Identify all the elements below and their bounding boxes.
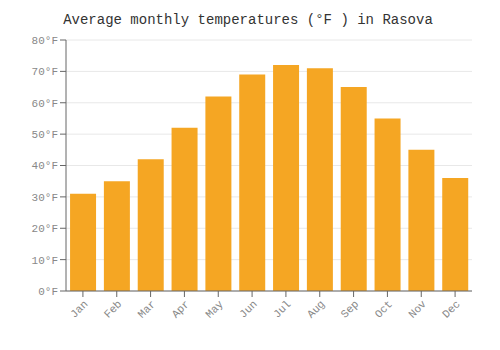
svg-text:30°F: 30°F (32, 192, 58, 204)
svg-text:Oct: Oct (373, 298, 395, 320)
svg-text:Mar: Mar (136, 298, 158, 320)
svg-text:Dec: Dec (440, 298, 462, 320)
svg-text:Feb: Feb (102, 298, 124, 320)
svg-text:Jan: Jan (68, 298, 90, 320)
svg-text:80°F: 80°F (32, 35, 58, 47)
svg-text:Apr: Apr (170, 298, 192, 320)
html-text:Average monthly temperatures (: Average monthly temperatures (°F ) in Ra… (63, 12, 433, 28)
svg-text:Sep: Sep (339, 298, 361, 320)
svg-text:70°F: 70°F (32, 66, 58, 78)
svg-text:May: May (203, 298, 226, 321)
svg-text:Jun: Jun (237, 298, 259, 320)
svg-text:60°F: 60°F (32, 98, 58, 110)
svg-text:10°F: 10°F (32, 255, 58, 267)
svg-text:Jul: Jul (271, 298, 293, 320)
svg-text:0°F: 0°F (38, 286, 58, 298)
svg-text:20°F: 20°F (32, 223, 58, 235)
svg-text:Nov: Nov (406, 298, 429, 321)
svg-text:Aug: Aug (305, 298, 327, 320)
svg-text:40°F: 40°F (32, 160, 58, 172)
svg-text:50°F: 50°F (32, 129, 58, 141)
